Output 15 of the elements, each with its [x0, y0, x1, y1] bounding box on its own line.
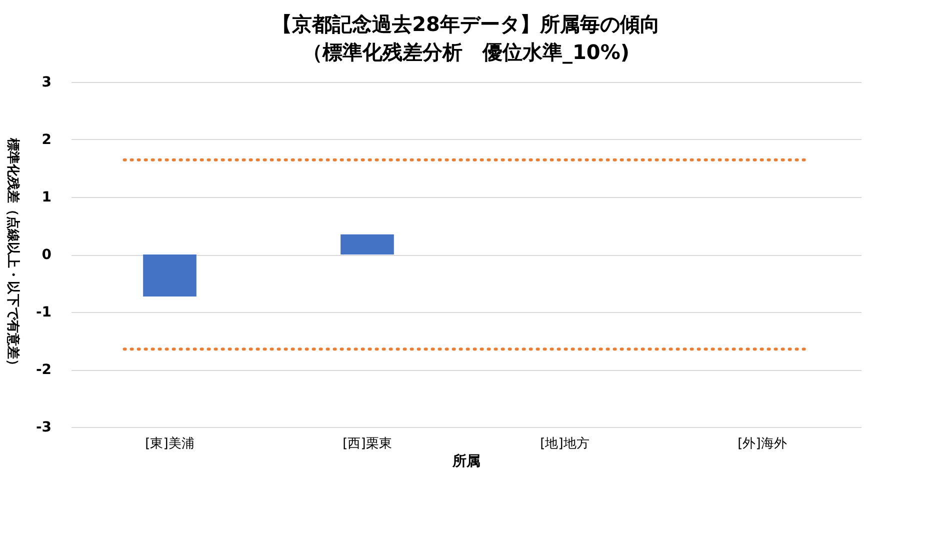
chart-title: 【京都記念過去28年データ】所属毎の傾向 — [272, 12, 660, 36]
x-tick-label: [外]海外 — [738, 436, 787, 452]
y-tick-label: 0 — [42, 247, 52, 263]
y-tick-label: -3 — [36, 420, 52, 436]
y-tick-label: 1 — [42, 190, 52, 206]
x-tick-label: [東]美浦 — [145, 436, 194, 452]
chart-subtitle: （標準化残差分析 優位水準_10%) — [302, 40, 630, 64]
y-tick-label: 2 — [42, 132, 52, 148]
y-tick-label: 3 — [42, 74, 52, 90]
x-axis-title: 所属 — [452, 454, 480, 470]
x-tick-label: [地]地方 — [540, 436, 590, 452]
x-tick-label: [西]栗東 — [342, 436, 392, 452]
y-tick-label: -2 — [36, 362, 52, 378]
y-axis-title: 標準化残差（点線以上・以下で有意差） — [4, 137, 21, 372]
y-tick-label: -1 — [36, 304, 52, 320]
